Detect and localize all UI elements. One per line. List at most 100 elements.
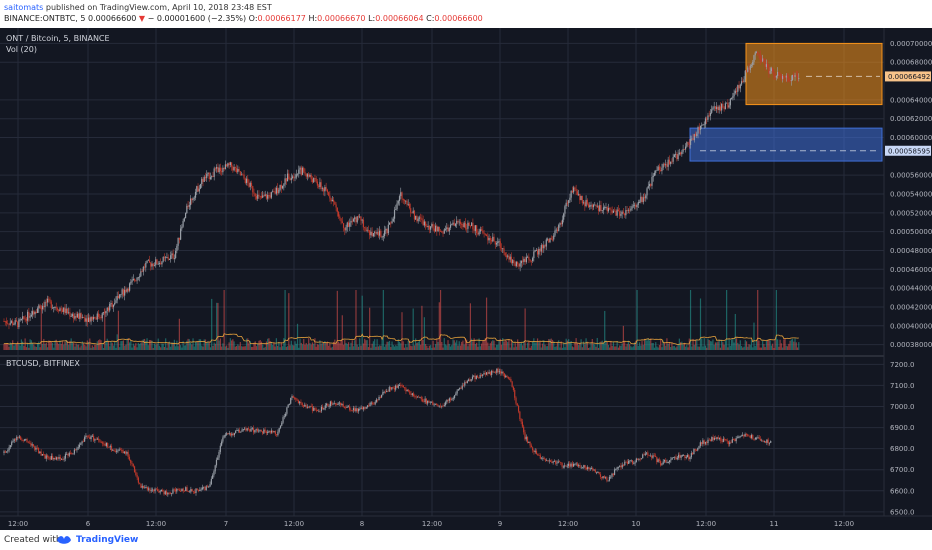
btc-candle [49, 457, 51, 460]
btc-candle [246, 428, 248, 431]
btc-candle [270, 430, 273, 433]
ont-candle [132, 278, 134, 281]
btc-candle [663, 459, 666, 462]
btc-candle [346, 406, 348, 408]
volume-bar [245, 338, 248, 350]
volume-bar [757, 290, 759, 350]
ont-candle [707, 115, 709, 120]
ont-candle [610, 209, 612, 211]
volume-bar [112, 345, 115, 350]
volume-bar [534, 342, 536, 350]
btc-candle [128, 456, 131, 460]
btc-candle [302, 405, 305, 407]
btc-candle [701, 442, 703, 444]
ont-candle [632, 205, 634, 207]
btc-candle [61, 459, 63, 460]
btc-candle [383, 391, 385, 393]
ont-candle [505, 255, 508, 257]
btc-candle [299, 401, 301, 404]
btc-candle [596, 472, 598, 474]
btc-candle [215, 459, 218, 466]
ont-candle [314, 178, 316, 179]
volume-bar [527, 342, 529, 350]
btc-candle [690, 453, 692, 458]
ont-candle [96, 313, 98, 320]
top-pane-title: ONT / Bitcoin, 5, BINANCE [6, 34, 110, 43]
ont-candle [101, 313, 103, 319]
volume-bar [503, 341, 505, 350]
ont-candle [332, 199, 335, 202]
ont-candle [452, 222, 454, 225]
btc-candle [116, 450, 118, 452]
ont-candle [129, 283, 131, 291]
btc-candle [471, 376, 474, 380]
author-link[interactable]: saitomats [4, 3, 44, 12]
ont-candle [600, 205, 602, 211]
chart-area[interactable] [0, 28, 932, 530]
ont-candle [152, 263, 154, 266]
ont-candle [148, 260, 151, 263]
chart-canvas[interactable]: 12:00 6 12:00 7 12:00 8 12:00 9 12:00 10 12:00 11 12… [0, 28, 932, 530]
volume-bar [417, 342, 419, 350]
volume-bar [248, 343, 250, 350]
btc-candle [208, 486, 210, 488]
volume-bar [647, 338, 649, 350]
btc-candle [159, 491, 161, 493]
btc-candle [190, 489, 192, 492]
volume-bar [753, 322, 755, 350]
ont-candle [412, 210, 414, 214]
volume-bar [517, 339, 519, 350]
btc-candle [306, 406, 308, 408]
ont-candle [749, 65, 751, 70]
btc-candle [639, 458, 641, 460]
ont-candle [323, 188, 325, 192]
btc-candle [329, 401, 331, 407]
btc-candle [515, 397, 517, 404]
ont-candle [522, 260, 524, 262]
ont-candle [76, 313, 78, 318]
btc-candle [325, 403, 328, 406]
ont-candle [249, 182, 251, 187]
btc-candle [583, 465, 585, 468]
ont-candle [3, 321, 5, 322]
ont-candle [492, 236, 494, 242]
ont-candle [701, 125, 703, 127]
volume-bar [643, 338, 646, 350]
volume-bar [469, 303, 472, 350]
volume-bar [73, 342, 75, 350]
ont-candle [622, 211, 624, 214]
ont-candle [716, 106, 718, 109]
btc-candle [736, 437, 739, 439]
ont-candle [595, 204, 597, 207]
ont-candle [627, 209, 629, 211]
volume-bar [677, 344, 679, 350]
volume-bar [487, 342, 489, 350]
ont-candle [196, 186, 198, 192]
btc-candle [210, 478, 212, 485]
btc-candle [66, 453, 68, 455]
btc-candle [675, 456, 677, 460]
ont-candle [648, 184, 651, 186]
volume-bar [605, 340, 607, 350]
ont-candle [382, 236, 384, 237]
volume-bar [183, 345, 185, 350]
ont-candle [514, 263, 516, 266]
volume-bar [370, 347, 372, 350]
ont-candle [45, 301, 47, 303]
btc-candle [349, 406, 351, 410]
volume-bar [170, 346, 172, 350]
ont-candle [569, 197, 571, 201]
tradingview-brand[interactable]: TradingView [76, 535, 139, 545]
btc-candle [201, 487, 203, 490]
volume-bar [339, 343, 341, 350]
btc-candle [461, 385, 463, 389]
volume-bar [426, 345, 428, 350]
time-tick-label: 12:00 [146, 520, 166, 528]
btc-candle [391, 387, 393, 390]
ont-candle [371, 231, 373, 237]
ont-candle [50, 301, 52, 308]
btc-candle [672, 457, 675, 459]
btc-candle [119, 449, 122, 451]
volume-bar [556, 342, 559, 350]
volume-bar [531, 341, 534, 350]
